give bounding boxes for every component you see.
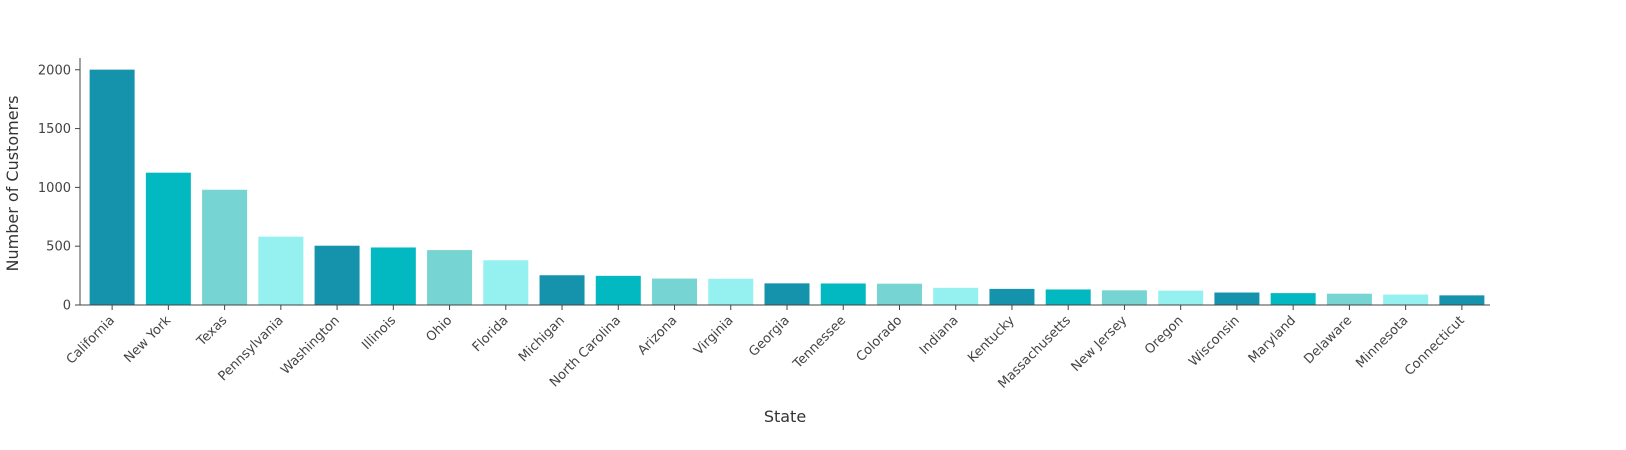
x-axis-title: State bbox=[764, 407, 806, 426]
y-tick-label: 0 bbox=[63, 299, 71, 314]
bar bbox=[820, 283, 866, 305]
bar bbox=[764, 283, 810, 305]
bars-group bbox=[89, 69, 1485, 305]
x-tick-label: Tennessee bbox=[790, 313, 849, 372]
bar bbox=[1270, 293, 1316, 305]
bar bbox=[314, 245, 360, 305]
bar bbox=[1439, 295, 1485, 305]
bar bbox=[876, 283, 922, 305]
x-tick-label: New York bbox=[121, 313, 174, 366]
bar bbox=[1326, 293, 1372, 305]
x-tick-label: Georgia bbox=[746, 313, 793, 360]
bar bbox=[933, 287, 979, 305]
x-tick-label: Arizona bbox=[635, 313, 680, 358]
x-tick-label: Connecticut bbox=[1402, 313, 1468, 379]
bar bbox=[989, 288, 1035, 305]
bar bbox=[202, 189, 248, 305]
bar bbox=[1158, 290, 1204, 305]
y-tick-label: 500 bbox=[46, 240, 71, 255]
bar bbox=[708, 278, 754, 305]
x-tick-label: Indiana bbox=[917, 313, 962, 358]
y-axis-ticks: 0 500 1000 1500 2000 bbox=[38, 63, 80, 314]
x-tick-label: Washington bbox=[278, 313, 343, 378]
bar bbox=[1045, 289, 1091, 305]
bar bbox=[652, 278, 698, 305]
y-tick-label: 1500 bbox=[38, 122, 71, 137]
bar bbox=[483, 260, 529, 305]
x-tick-label: Illinois bbox=[359, 313, 399, 353]
x-axis-ticks: California New York TexasPennsylvaniaWashi… bbox=[64, 305, 1468, 392]
x-tick-label: Maryland bbox=[1246, 313, 1299, 366]
bar bbox=[1101, 290, 1147, 305]
y-axis-title: Number of Customers bbox=[3, 96, 22, 272]
x-tick-label: Ohio bbox=[424, 313, 456, 345]
x-tick-label: Michigan bbox=[516, 313, 568, 365]
bar bbox=[1383, 294, 1429, 305]
x-tick-label: Wisconsin bbox=[1186, 313, 1243, 370]
x-tick-label: Kentucky bbox=[965, 313, 1018, 366]
x-tick-label: California bbox=[64, 313, 118, 367]
y-tick-label: 2000 bbox=[38, 63, 71, 78]
x-tick-label: Delaware bbox=[1301, 313, 1355, 367]
bar bbox=[1214, 292, 1260, 305]
x-tick-label: Minnesota bbox=[1353, 313, 1411, 371]
bar bbox=[370, 247, 416, 305]
bar bbox=[539, 275, 585, 305]
x-tick-label: New Jersey bbox=[1069, 313, 1131, 375]
bar bbox=[258, 236, 304, 305]
x-tick-label: Florida bbox=[470, 313, 512, 355]
y-tick-label: 1000 bbox=[38, 181, 71, 196]
bar bbox=[89, 69, 135, 305]
bar bbox=[145, 172, 191, 305]
x-tick-label: Texas bbox=[194, 313, 231, 350]
x-tick-label: Colorado bbox=[854, 313, 906, 365]
bar bbox=[595, 275, 641, 305]
x-tick-label: Oregon bbox=[1142, 313, 1186, 357]
x-tick-label: Virginia bbox=[691, 313, 736, 358]
bar bbox=[427, 250, 473, 305]
